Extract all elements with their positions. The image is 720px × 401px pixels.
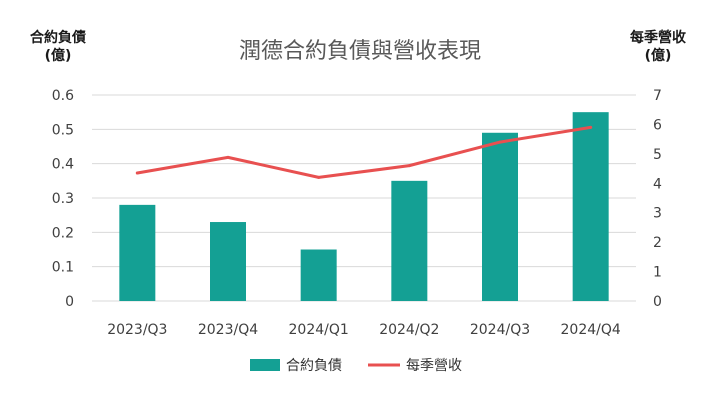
line-point: [407, 164, 411, 168]
line-point: [589, 125, 593, 129]
left-axis-title-line1: 合約負債: [30, 29, 86, 46]
right-axis-ticks: 0 1 2 3 4 5 6 7: [653, 88, 662, 310]
right-axis-title-line1: 每季營收: [630, 29, 687, 46]
x-tick-label: 2023/Q4: [198, 322, 258, 338]
x-axis-ticks: 2023/Q3 2023/Q4 2024/Q1 2024/Q2 2024/Q3 2024/…: [107, 322, 621, 338]
right-tick-label: 4: [653, 176, 662, 192]
bar: [391, 180, 428, 301]
left-tick-label: 0.5: [52, 122, 74, 138]
left-axis-title-line2: (億): [45, 47, 72, 64]
bar: [210, 222, 246, 301]
line-series: [135, 125, 593, 179]
line-point: [317, 175, 321, 179]
bar: [119, 204, 156, 301]
bar-series: [119, 112, 609, 302]
x-tick-label: 2023/Q3: [107, 322, 167, 338]
right-tick-label: 6: [653, 117, 662, 133]
legend-label-line: 每季營收: [406, 358, 462, 374]
gridlines: [92, 94, 636, 302]
right-tick-label: 5: [653, 147, 662, 163]
bar: [572, 112, 609, 302]
right-tick-label: 2: [653, 235, 662, 251]
revenue-line: [135, 125, 593, 179]
left-tick-label: 0.1: [52, 260, 74, 276]
legend: 合約負債 每季營收: [250, 358, 462, 374]
x-tick-label: 2024/Q4: [561, 322, 621, 338]
legend-swatch-bar: [250, 359, 280, 371]
right-tick-label: 0: [653, 294, 662, 310]
left-tick-label: 0.6: [52, 88, 74, 104]
left-tick-label: 0.2: [52, 225, 74, 241]
line-point: [498, 140, 502, 144]
left-tick-label: 0.3: [52, 191, 74, 207]
x-tick-label: 2024/Q1: [289, 322, 349, 338]
bar: [482, 132, 518, 301]
right-tick-label: 1: [653, 265, 662, 281]
line-point: [226, 155, 230, 159]
line-point: [135, 171, 139, 175]
bar: [300, 249, 337, 301]
legend-label-bar: 合約負債: [286, 358, 342, 374]
right-tick-label: 3: [653, 206, 662, 222]
chart-title: 潤德合約負債與營收表現: [239, 39, 481, 64]
left-axis-ticks: 0 0.1 0.2 0.3 0.4 0.5 0.6: [52, 88, 74, 310]
left-tick-label: 0.4: [52, 157, 74, 173]
x-tick-label: 2024/Q2: [379, 322, 439, 338]
right-axis-title-line2: (億): [645, 47, 672, 64]
left-tick-label: 0: [65, 294, 74, 310]
right-tick-label: 7: [653, 88, 662, 104]
x-tick-label: 2024/Q3: [470, 322, 530, 338]
